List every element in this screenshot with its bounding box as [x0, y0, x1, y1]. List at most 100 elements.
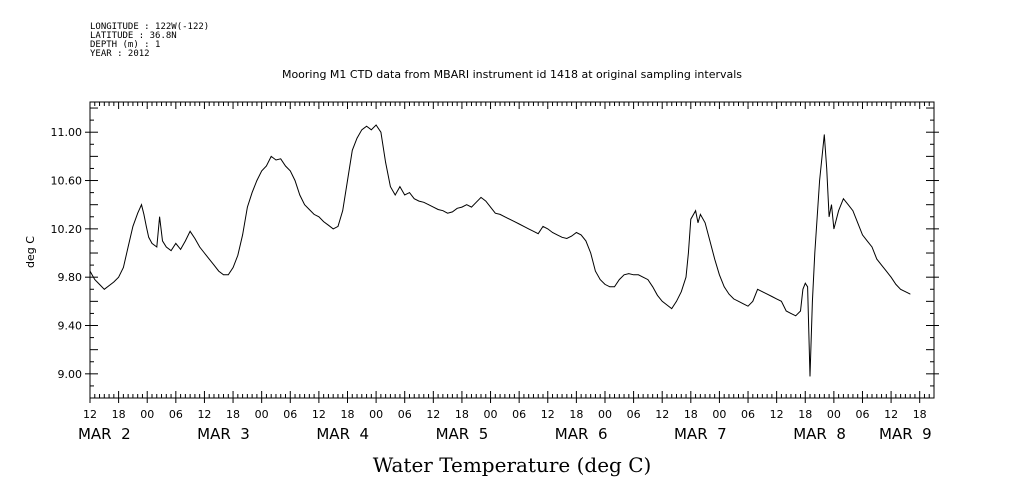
latitude-label: LATITUDE : 36.8N: [90, 31, 177, 41]
series-line: [89, 124, 911, 377]
y-tick-label: 11.00: [51, 126, 83, 139]
data-point: [495, 212, 496, 214]
data-point: [812, 301, 813, 302]
data-point: [170, 250, 172, 251]
x-tick-label: 00: [484, 408, 498, 421]
data-point: [824, 134, 825, 135]
x-tick-label: 12: [83, 408, 97, 421]
data-point: [108, 285, 110, 286]
x-tick-label: 12: [426, 408, 440, 421]
data-point: [566, 238, 568, 239]
data-point: [552, 232, 553, 233]
data-point: [143, 214, 145, 215]
data-point: [285, 165, 286, 167]
data-point: [194, 238, 196, 239]
data-point: [762, 291, 763, 293]
x-tick-label: 06: [855, 408, 869, 421]
depth-label: DEPTH (m) : 1: [90, 40, 161, 50]
data-point: [766, 293, 768, 295]
data-point: [781, 301, 782, 302]
data-point: [141, 204, 142, 205]
data-point: [213, 264, 215, 266]
data-point: [814, 252, 816, 254]
data-point: [146, 226, 147, 227]
data-point: [137, 212, 138, 214]
data-point: [866, 240, 868, 242]
x-tick-label: 18: [798, 408, 812, 421]
data-point: [743, 303, 744, 305]
data-point: [900, 289, 901, 290]
x-tick-label: 00: [255, 408, 269, 421]
x-tick-label: 06: [741, 408, 755, 421]
data-point: [881, 264, 882, 266]
x-tick-label: 06: [398, 408, 412, 421]
data-point: [695, 210, 696, 211]
data-point: [452, 211, 453, 213]
x-tick-label: 12: [197, 408, 211, 421]
data-point: [895, 284, 897, 285]
data-point: [361, 129, 363, 131]
data-point: [609, 286, 611, 288]
data-point: [504, 216, 506, 218]
x-day-label: MAR 5: [436, 425, 489, 443]
x-tick-label: 12: [655, 408, 669, 421]
y-tick-label: 9.00: [58, 368, 83, 381]
data-point: [337, 226, 339, 227]
data-point: [638, 274, 639, 276]
data-point: [838, 210, 839, 211]
x-day-label: MAR 8: [793, 425, 846, 443]
x-tick-label: 18: [226, 408, 240, 421]
y-tick-label: 10.20: [51, 223, 83, 236]
data-point: [747, 305, 749, 307]
data-point: [728, 293, 730, 295]
data-point: [485, 200, 487, 202]
data-point: [857, 222, 858, 224]
data-point: [132, 226, 134, 227]
y-tick-label: 9.40: [58, 320, 83, 333]
data-point: [733, 298, 734, 300]
data-point: [819, 180, 820, 181]
data-point: [418, 200, 420, 202]
data-point: [189, 231, 191, 232]
data-point: [852, 210, 854, 211]
data-point: [371, 129, 372, 131]
data-point: [318, 216, 320, 218]
data-point: [633, 274, 634, 276]
data-point: [557, 234, 558, 236]
data-point: [847, 204, 849, 205]
data-point: [127, 246, 129, 248]
data-point: [275, 159, 277, 161]
x-tick-label: 12: [541, 408, 555, 421]
data-point: [661, 301, 663, 302]
data-point: [232, 267, 234, 268]
x-tick-label: 06: [169, 408, 183, 421]
data-point: [671, 308, 672, 309]
data-point: [428, 204, 429, 205]
data-point: [623, 274, 625, 276]
data-point: [585, 240, 587, 242]
data-point: [537, 233, 539, 234]
data-point: [270, 156, 272, 157]
data-point: [790, 313, 792, 314]
longitude-label: LONGITUDE : 122W(-122): [90, 22, 210, 32]
data-point: [433, 206, 434, 208]
data-point: [199, 246, 200, 248]
x-tick-label: 18: [340, 408, 354, 421]
data-point: [523, 226, 525, 227]
data-point: [685, 276, 687, 278]
data-point: [208, 258, 210, 260]
data-point: [413, 198, 415, 199]
data-point: [313, 214, 315, 215]
data-point: [571, 235, 572, 237]
data-point: [909, 293, 911, 295]
data-point: [776, 298, 777, 300]
data-point: [886, 270, 887, 272]
data-point: [356, 137, 358, 139]
data-point: [294, 180, 296, 181]
data-point: [148, 237, 149, 238]
x-tick-label: 06: [283, 408, 297, 421]
x-tick-label: 00: [598, 408, 612, 421]
data-point: [714, 258, 715, 260]
data-point: [757, 289, 758, 290]
data-point: [599, 279, 601, 280]
